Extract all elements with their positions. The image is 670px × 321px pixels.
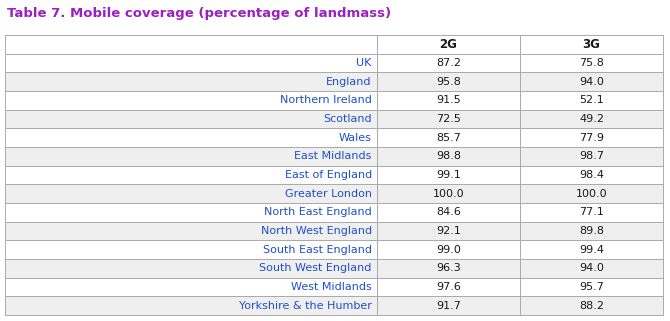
Bar [377,296,520,315]
Text: 91.7: 91.7 [436,301,461,311]
Bar [520,72,663,91]
Text: 75.8: 75.8 [579,58,604,68]
Bar [377,259,520,278]
Bar [520,203,663,222]
Bar [377,54,520,72]
Bar [5,128,377,147]
Bar [5,259,377,278]
Bar [5,240,377,259]
Text: 88.2: 88.2 [579,301,604,311]
Bar [377,35,520,54]
Text: 98.4: 98.4 [579,170,604,180]
Bar [520,110,663,128]
Text: West Midlands: West Midlands [291,282,372,292]
Bar [5,222,377,240]
Bar [520,166,663,184]
Text: South East England: South East England [263,245,372,255]
Bar [377,222,520,240]
Text: UK: UK [356,58,372,68]
Bar [520,35,663,54]
Text: Scotland: Scotland [323,114,372,124]
Bar [520,278,663,296]
Bar [377,203,520,222]
Text: Table 7. Mobile coverage (percentage of landmass): Table 7. Mobile coverage (percentage of … [7,7,391,20]
Bar [520,54,663,72]
Bar [5,278,377,296]
Bar [377,110,520,128]
Bar [5,35,377,54]
Bar [5,110,377,128]
Bar [520,147,663,166]
Text: Yorkshire & the Humber: Yorkshire & the Humber [239,301,372,311]
Text: 95.8: 95.8 [436,77,461,87]
Text: 98.8: 98.8 [436,151,461,161]
Bar [520,240,663,259]
Text: 3G: 3G [583,38,600,51]
Bar [377,184,520,203]
Bar [5,72,377,91]
Text: 85.7: 85.7 [436,133,461,143]
Bar [377,91,520,110]
Text: 52.1: 52.1 [580,95,604,105]
Text: 98.7: 98.7 [579,151,604,161]
Bar [5,54,377,72]
Text: South West England: South West England [259,263,372,273]
Text: 96.3: 96.3 [436,263,461,273]
Text: 100.0: 100.0 [576,189,608,199]
Text: Greater London: Greater London [285,189,372,199]
Text: 87.2: 87.2 [436,58,461,68]
Bar [5,166,377,184]
Bar [5,91,377,110]
Bar [520,91,663,110]
Text: Wales: Wales [339,133,372,143]
Text: 94.0: 94.0 [579,77,604,87]
Bar [5,147,377,166]
Bar [377,166,520,184]
Text: 95.7: 95.7 [579,282,604,292]
Text: 99.0: 99.0 [436,245,461,255]
Text: 84.6: 84.6 [436,207,461,217]
Text: 72.5: 72.5 [436,114,461,124]
Bar [520,259,663,278]
Text: 77.9: 77.9 [579,133,604,143]
Text: East Midlands: East Midlands [294,151,372,161]
Text: 97.6: 97.6 [436,282,461,292]
Bar [520,296,663,315]
Bar [520,222,663,240]
Text: 89.8: 89.8 [579,226,604,236]
Text: 99.1: 99.1 [436,170,461,180]
Bar [520,128,663,147]
Bar [5,296,377,315]
Text: 92.1: 92.1 [436,226,461,236]
Bar [520,184,663,203]
Text: Northern Ireland: Northern Ireland [280,95,372,105]
Bar [377,278,520,296]
Bar [377,128,520,147]
Text: 2G: 2G [440,38,458,51]
Text: North East England: North East England [264,207,372,217]
Bar [377,240,520,259]
Text: 77.1: 77.1 [579,207,604,217]
Bar [5,184,377,203]
Text: 100.0: 100.0 [433,189,464,199]
Bar [5,203,377,222]
Text: East of England: East of England [285,170,372,180]
Text: 94.0: 94.0 [579,263,604,273]
Text: North West England: North West England [261,226,372,236]
Bar [377,72,520,91]
Text: England: England [326,77,372,87]
Bar [377,147,520,166]
Text: 91.5: 91.5 [436,95,461,105]
Text: 49.2: 49.2 [579,114,604,124]
Text: 99.4: 99.4 [579,245,604,255]
